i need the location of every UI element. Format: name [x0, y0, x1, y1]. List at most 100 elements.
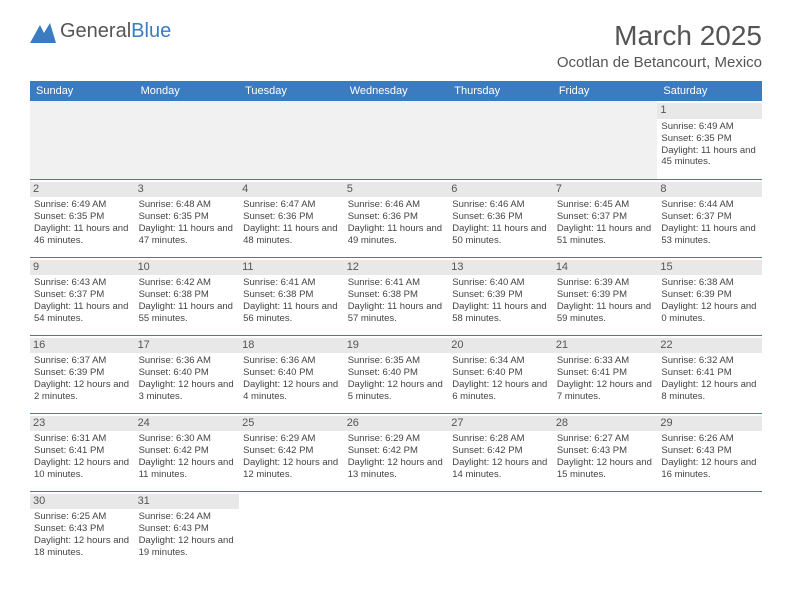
day-cell: 12Sunrise: 6:41 AMSunset: 6:38 PMDayligh… — [344, 257, 449, 335]
sunset-text: Sunset: 6:37 PM — [661, 211, 758, 223]
day-cell: 20Sunrise: 6:34 AMSunset: 6:40 PMDayligh… — [448, 335, 553, 413]
sunrise-text: Sunrise: 6:42 AM — [139, 277, 236, 289]
sunrise-text: Sunrise: 6:46 AM — [452, 199, 549, 211]
sunset-text: Sunset: 6:35 PM — [34, 211, 131, 223]
daylight-text: Daylight: 12 hours and 18 minutes. — [34, 535, 131, 559]
logo-text-1: General — [60, 20, 131, 42]
calendar-row: 30Sunrise: 6:25 AMSunset: 6:43 PMDayligh… — [30, 491, 762, 569]
daylight-text: Daylight: 11 hours and 55 minutes. — [139, 301, 236, 325]
sunset-text: Sunset: 6:39 PM — [557, 289, 654, 301]
logo-text-2: Blue — [131, 20, 171, 42]
day-number: 9 — [30, 260, 135, 276]
calendar-body: 1Sunrise: 6:49 AMSunset: 6:35 PMDaylight… — [30, 101, 762, 569]
day-cell: 24Sunrise: 6:30 AMSunset: 6:42 PMDayligh… — [135, 413, 240, 491]
sunrise-text: Sunrise: 6:29 AM — [243, 433, 340, 445]
sunrise-text: Sunrise: 6:49 AM — [34, 199, 131, 211]
sunrise-text: Sunrise: 6:36 AM — [139, 355, 236, 367]
daylight-text: Daylight: 12 hours and 11 minutes. — [139, 457, 236, 481]
day-header: Tuesday — [239, 81, 344, 101]
logo: GeneralBlue — [30, 20, 171, 43]
sunset-text: Sunset: 6:38 PM — [139, 289, 236, 301]
empty-cell — [239, 101, 344, 179]
day-number: 1 — [657, 103, 762, 119]
sunset-text: Sunset: 6:41 PM — [557, 367, 654, 379]
day-number: 2 — [30, 182, 135, 198]
day-number: 10 — [135, 260, 240, 276]
day-number: 28 — [553, 416, 658, 432]
sunrise-text: Sunrise: 6:24 AM — [139, 511, 236, 523]
sunrise-text: Sunrise: 6:44 AM — [661, 199, 758, 211]
daylight-text: Daylight: 11 hours and 47 minutes. — [139, 223, 236, 247]
sunset-text: Sunset: 6:37 PM — [34, 289, 131, 301]
day-number: 13 — [448, 260, 553, 276]
day-header: Thursday — [448, 81, 553, 101]
sunrise-text: Sunrise: 6:26 AM — [661, 433, 758, 445]
calendar-table: SundayMondayTuesdayWednesdayThursdayFrid… — [30, 81, 762, 569]
daylight-text: Daylight: 12 hours and 4 minutes. — [243, 379, 340, 403]
sunset-text: Sunset: 6:40 PM — [139, 367, 236, 379]
sunrise-text: Sunrise: 6:48 AM — [139, 199, 236, 211]
day-number: 27 — [448, 416, 553, 432]
daylight-text: Daylight: 12 hours and 2 minutes. — [34, 379, 131, 403]
sunrise-text: Sunrise: 6:41 AM — [348, 277, 445, 289]
sunset-text: Sunset: 6:39 PM — [452, 289, 549, 301]
daylight-text: Daylight: 11 hours and 59 minutes. — [557, 301, 654, 325]
empty-cell — [553, 491, 658, 569]
day-number: 31 — [135, 494, 240, 510]
sunrise-text: Sunrise: 6:41 AM — [243, 277, 340, 289]
day-number: 25 — [239, 416, 344, 432]
sunset-text: Sunset: 6:40 PM — [243, 367, 340, 379]
daylight-text: Daylight: 12 hours and 16 minutes. — [661, 457, 758, 481]
day-number: 11 — [239, 260, 344, 276]
day-cell: 23Sunrise: 6:31 AMSunset: 6:41 PMDayligh… — [30, 413, 135, 491]
sunset-text: Sunset: 6:38 PM — [348, 289, 445, 301]
calendar-row: 1Sunrise: 6:49 AMSunset: 6:35 PMDaylight… — [30, 101, 762, 179]
logo-text: GeneralBlue — [60, 20, 171, 43]
daylight-text: Daylight: 12 hours and 7 minutes. — [557, 379, 654, 403]
day-number: 8 — [657, 182, 762, 198]
day-number: 17 — [135, 338, 240, 354]
sunset-text: Sunset: 6:39 PM — [661, 289, 758, 301]
daylight-text: Daylight: 11 hours and 58 minutes. — [452, 301, 549, 325]
day-header-row: SundayMondayTuesdayWednesdayThursdayFrid… — [30, 81, 762, 101]
sunrise-text: Sunrise: 6:40 AM — [452, 277, 549, 289]
day-number: 7 — [553, 182, 658, 198]
day-number: 16 — [30, 338, 135, 354]
sunrise-text: Sunrise: 6:31 AM — [34, 433, 131, 445]
sunrise-text: Sunrise: 6:47 AM — [243, 199, 340, 211]
day-cell: 14Sunrise: 6:39 AMSunset: 6:39 PMDayligh… — [553, 257, 658, 335]
sunrise-text: Sunrise: 6:25 AM — [34, 511, 131, 523]
sunset-text: Sunset: 6:39 PM — [34, 367, 131, 379]
day-cell: 16Sunrise: 6:37 AMSunset: 6:39 PMDayligh… — [30, 335, 135, 413]
day-cell: 21Sunrise: 6:33 AMSunset: 6:41 PMDayligh… — [553, 335, 658, 413]
day-number: 12 — [344, 260, 449, 276]
daylight-text: Daylight: 12 hours and 12 minutes. — [243, 457, 340, 481]
sunset-text: Sunset: 6:42 PM — [243, 445, 340, 457]
daylight-text: Daylight: 11 hours and 56 minutes. — [243, 301, 340, 325]
empty-cell — [239, 491, 344, 569]
day-cell: 4Sunrise: 6:47 AMSunset: 6:36 PMDaylight… — [239, 179, 344, 257]
daylight-text: Daylight: 12 hours and 14 minutes. — [452, 457, 549, 481]
day-cell: 10Sunrise: 6:42 AMSunset: 6:38 PMDayligh… — [135, 257, 240, 335]
day-header: Friday — [553, 81, 658, 101]
empty-cell — [344, 101, 449, 179]
day-number: 5 — [344, 182, 449, 198]
sunrise-text: Sunrise: 6:35 AM — [348, 355, 445, 367]
sunrise-text: Sunrise: 6:27 AM — [557, 433, 654, 445]
sunset-text: Sunset: 6:36 PM — [452, 211, 549, 223]
sunset-text: Sunset: 6:41 PM — [34, 445, 131, 457]
day-cell: 18Sunrise: 6:36 AMSunset: 6:40 PMDayligh… — [239, 335, 344, 413]
sunrise-text: Sunrise: 6:28 AM — [452, 433, 549, 445]
sunset-text: Sunset: 6:42 PM — [139, 445, 236, 457]
day-number: 15 — [657, 260, 762, 276]
sunrise-text: Sunrise: 6:46 AM — [348, 199, 445, 211]
day-cell: 19Sunrise: 6:35 AMSunset: 6:40 PMDayligh… — [344, 335, 449, 413]
day-number: 30 — [30, 494, 135, 510]
sunrise-text: Sunrise: 6:49 AM — [661, 121, 758, 133]
sunrise-text: Sunrise: 6:34 AM — [452, 355, 549, 367]
day-cell: 29Sunrise: 6:26 AMSunset: 6:43 PMDayligh… — [657, 413, 762, 491]
day-cell: 28Sunrise: 6:27 AMSunset: 6:43 PMDayligh… — [553, 413, 658, 491]
sunrise-text: Sunrise: 6:39 AM — [557, 277, 654, 289]
daylight-text: Daylight: 12 hours and 6 minutes. — [452, 379, 549, 403]
day-number: 18 — [239, 338, 344, 354]
